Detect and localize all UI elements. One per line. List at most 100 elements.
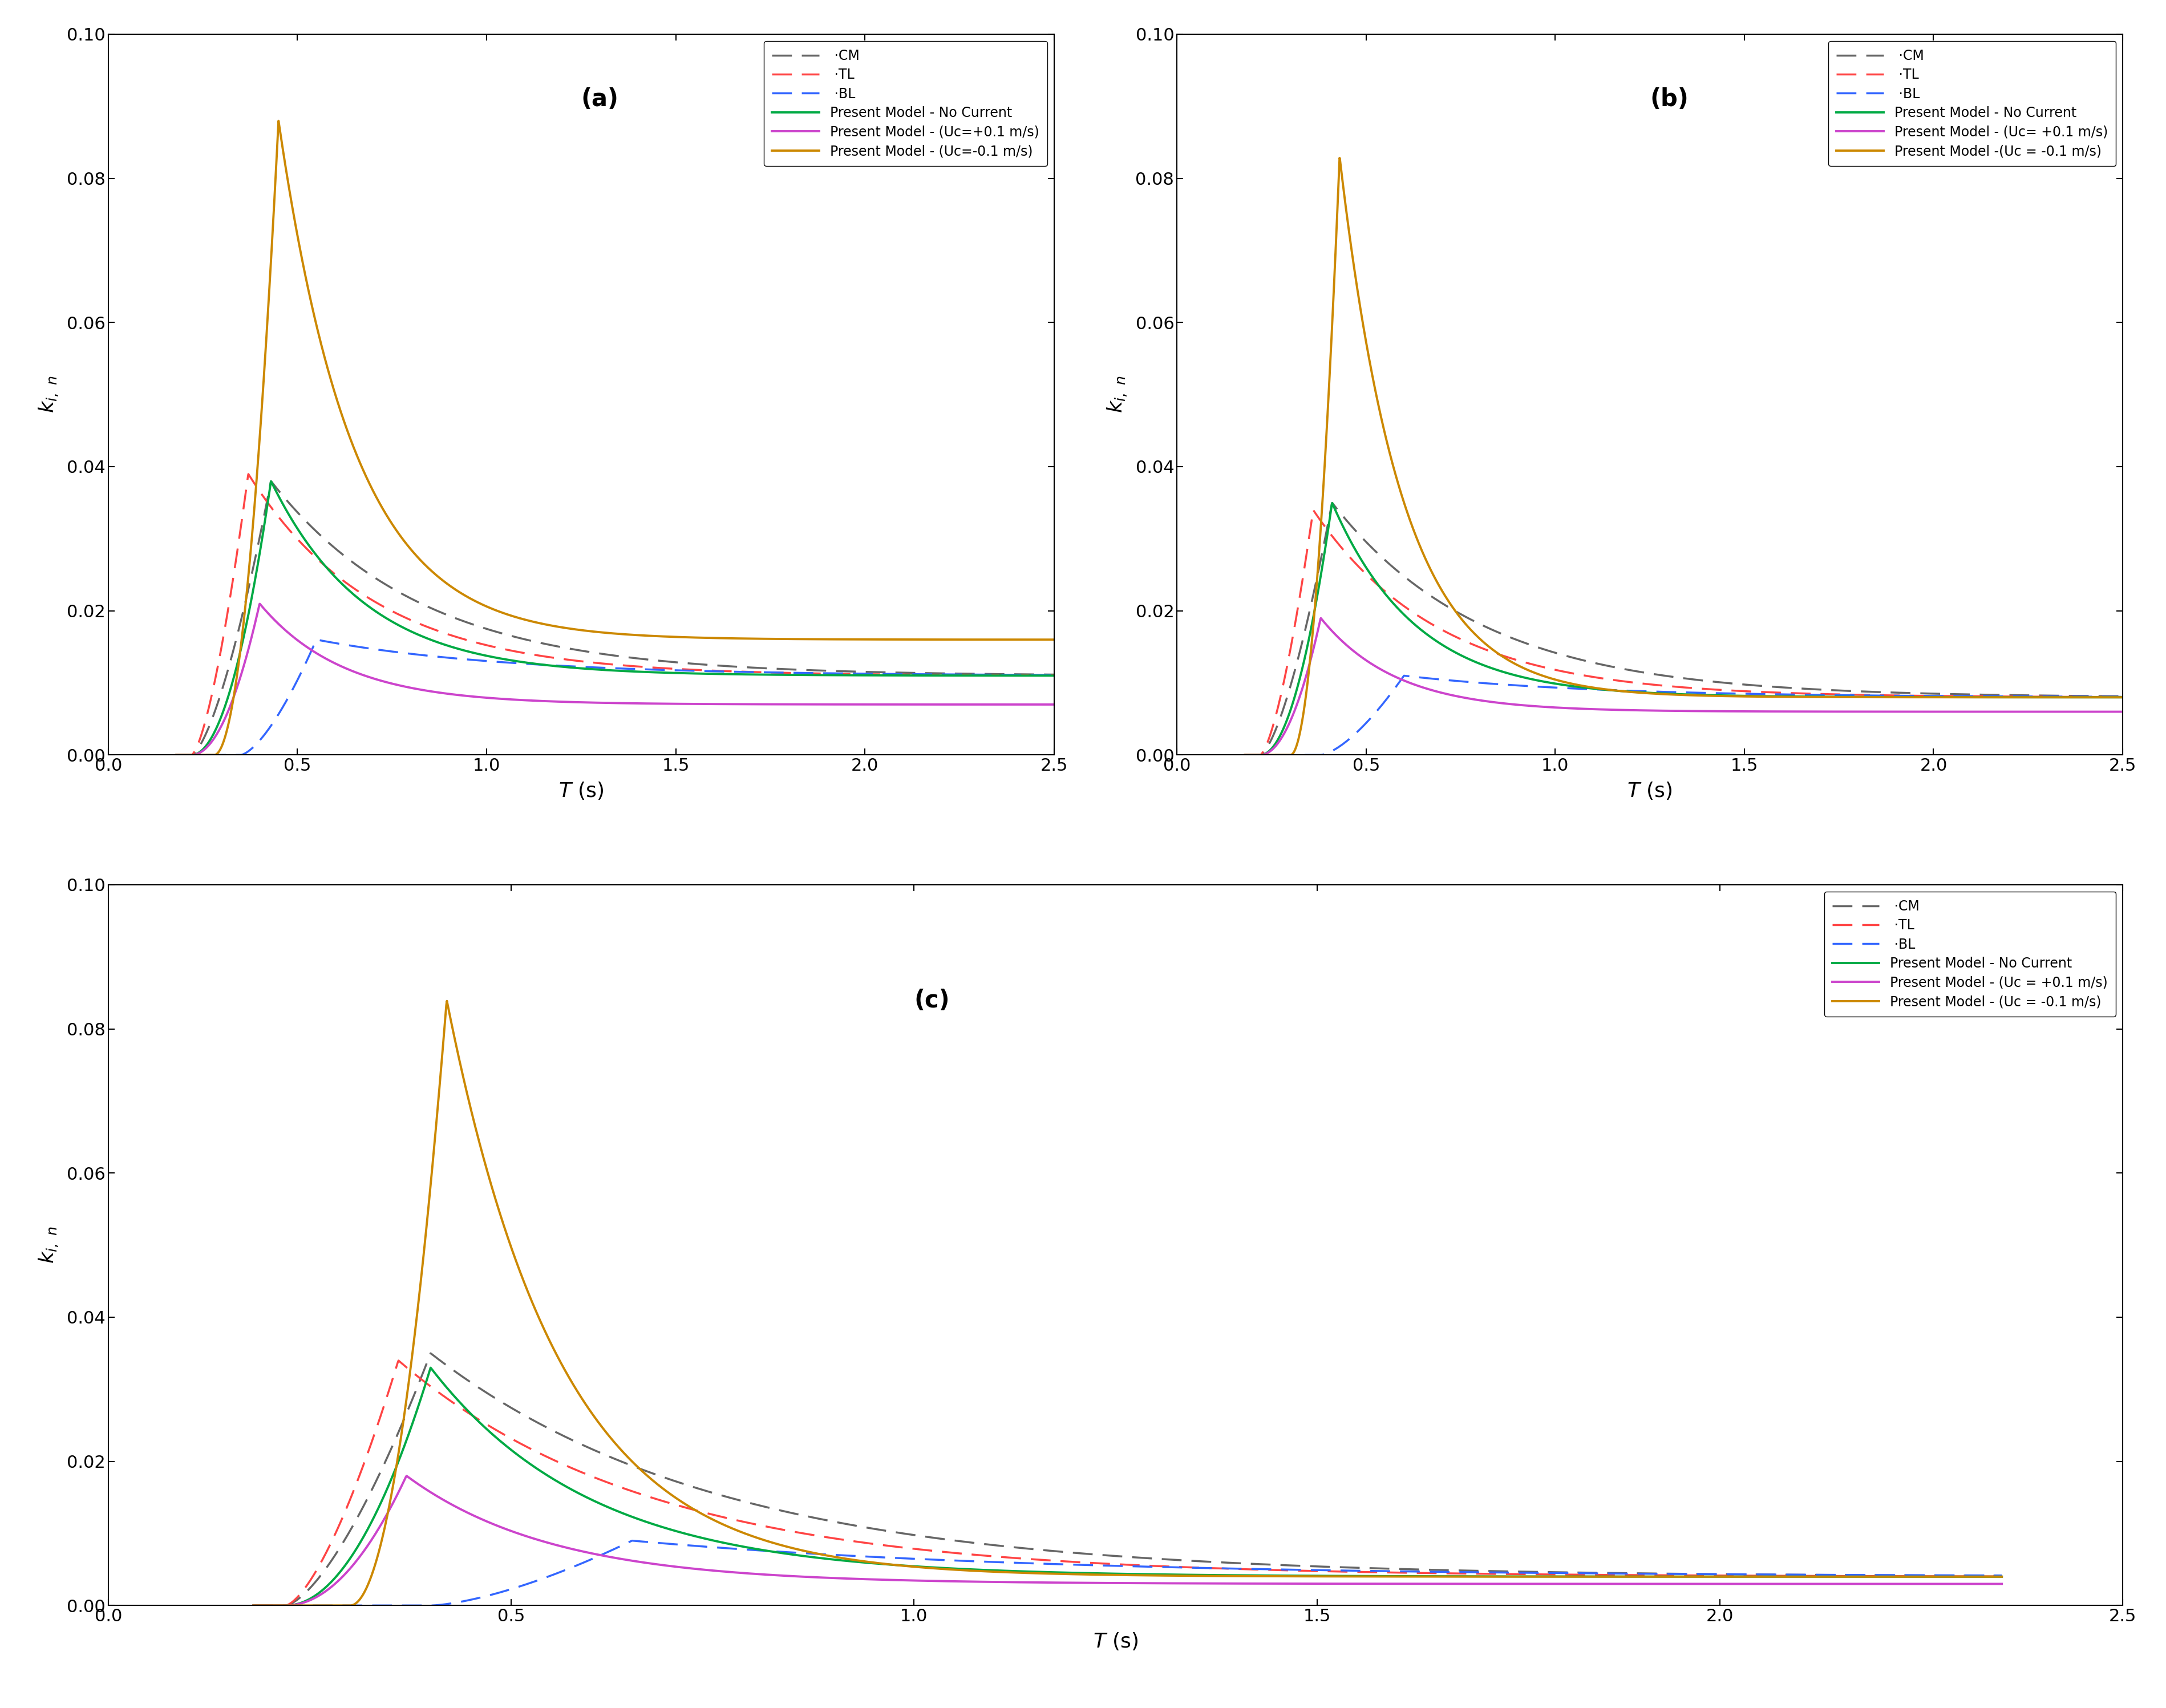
X-axis label: $T$ (s): $T$ (s) bbox=[559, 781, 604, 801]
Present Model -(Uc = -0.1 m/s) bbox=[1568, 675, 1594, 695]
 ·CM bbox=[2110, 687, 2136, 707]
 ·TL bbox=[544, 1452, 570, 1472]
Present Model - (Uc = -0.1 m/s) bbox=[240, 1595, 266, 1616]
Present Model - (Uc = +0.1 m/s) bbox=[1956, 1573, 1982, 1594]
 ·TL bbox=[316, 559, 342, 579]
 ·TL bbox=[1607, 671, 1633, 692]
Present Model - No Current bbox=[1042, 666, 1068, 687]
Present Model - No Current bbox=[500, 651, 526, 671]
Present Model - (Uc=+0.1 m/s) bbox=[316, 651, 342, 671]
Present Model - (Uc = -0.1 m/s) bbox=[1767, 1566, 1793, 1587]
 ·BL bbox=[440, 1594, 466, 1614]
Present Model - No Current bbox=[1956, 1566, 1982, 1587]
 ·BL bbox=[1025, 664, 1051, 685]
 ·CM bbox=[1988, 1566, 2014, 1587]
 ·CM bbox=[258, 471, 284, 492]
 ·BL bbox=[1232, 745, 1258, 765]
 ·BL bbox=[1988, 1565, 2014, 1585]
Present Model -(Uc = -0.1 m/s) bbox=[2092, 687, 2118, 707]
 ·BL bbox=[1391, 666, 1417, 687]
 ·BL bbox=[1999, 687, 2025, 707]
 ·BL bbox=[316, 632, 342, 652]
Present Model - No Current bbox=[1025, 666, 1051, 687]
Present Model - (Uc = +0.1 m/s) bbox=[544, 1535, 570, 1556]
Present Model - (Uc= +0.1 m/s) bbox=[1999, 702, 2025, 722]
Present Model - No Current bbox=[539, 656, 565, 676]
Line:  ·CM: ·CM bbox=[1245, 502, 2123, 755]
Line:  ·TL: ·TL bbox=[175, 475, 1055, 755]
X-axis label: $T$ (s): $T$ (s) bbox=[1094, 1631, 1137, 1652]
Present Model - (Uc= +0.1 m/s) bbox=[1332, 634, 1358, 654]
 ·BL bbox=[912, 1549, 938, 1570]
Present Model - (Uc= +0.1 m/s) bbox=[2092, 702, 2118, 722]
Line:  ·BL: ·BL bbox=[1245, 676, 2123, 755]
 ·BL bbox=[2092, 687, 2118, 707]
Present Model - (Uc = -0.1 m/s) bbox=[544, 1346, 570, 1366]
 ·TL bbox=[236, 465, 262, 485]
Text: (c): (c) bbox=[914, 989, 949, 1013]
 ·TL bbox=[988, 1547, 1014, 1568]
 ·TL bbox=[440, 1392, 466, 1413]
Present Model - No Current bbox=[316, 560, 342, 581]
Present Model - (Uc=-0.1 m/s) bbox=[266, 111, 292, 132]
 ·BL bbox=[500, 652, 526, 673]
Present Model - (Uc= +0.1 m/s) bbox=[1607, 700, 1633, 721]
Present Model - (Uc = -0.1 m/s) bbox=[1956, 1566, 1982, 1587]
 ·TL bbox=[1300, 500, 1326, 521]
Present Model - (Uc = +0.1 m/s) bbox=[988, 1571, 1014, 1592]
 ·CM bbox=[1607, 658, 1633, 678]
Present Model - (Uc = +0.1 m/s) bbox=[912, 1570, 938, 1590]
 ·CM bbox=[1042, 664, 1068, 685]
Present Model - (Uc = +0.1 m/s) bbox=[1988, 1573, 2014, 1594]
 ·TL bbox=[1384, 591, 1410, 611]
Present Model -(Uc = -0.1 m/s) bbox=[1384, 471, 1410, 492]
Present Model - (Uc=+0.1 m/s) bbox=[264, 611, 290, 632]
Present Model - No Current bbox=[258, 471, 284, 492]
Line: Present Model - (Uc=+0.1 m/s): Present Model - (Uc=+0.1 m/s) bbox=[175, 605, 1055, 755]
 ·BL bbox=[539, 656, 565, 676]
Present Model - (Uc = -0.1 m/s) bbox=[1988, 1566, 2014, 1587]
Present Model -(Uc = -0.1 m/s) bbox=[1326, 147, 1352, 167]
Line: Present Model - (Uc=-0.1 m/s): Present Model - (Uc=-0.1 m/s) bbox=[175, 121, 1055, 755]
Line:  ·CM: ·CM bbox=[253, 1353, 2001, 1606]
 ·BL bbox=[544, 1563, 570, 1583]
 ·BL bbox=[1042, 664, 1068, 685]
 ·TL bbox=[1988, 1566, 2014, 1587]
 ·CM bbox=[929, 663, 955, 683]
 ·CM bbox=[1332, 509, 1358, 529]
Line: Present Model - No Current: Present Model - No Current bbox=[253, 1368, 2001, 1606]
 ·TL bbox=[386, 1351, 412, 1372]
Present Model - No Current bbox=[912, 1556, 938, 1576]
Line:  ·CM: ·CM bbox=[175, 482, 1055, 755]
 ·CM bbox=[2092, 687, 2118, 707]
Line:  ·BL: ·BL bbox=[175, 640, 1055, 755]
 ·CM bbox=[1568, 649, 1594, 670]
Text: (b): (b) bbox=[1650, 87, 1689, 111]
Legend:  ·CM,  ·TL,  ·BL, Present Model - No Current, Present Model - (Uc = +0.1 m/s), P: ·CM, ·TL, ·BL, Present Model - No Curren… bbox=[1824, 892, 2116, 1016]
 ·TL bbox=[1767, 1566, 1793, 1587]
Present Model - (Uc=+0.1 m/s) bbox=[500, 690, 526, 711]
Line: Present Model - No Current: Present Model - No Current bbox=[175, 482, 1055, 755]
 ·BL bbox=[1384, 675, 1410, 695]
Present Model - (Uc=+0.1 m/s) bbox=[247, 594, 273, 615]
 ·TL bbox=[1332, 541, 1358, 562]
Y-axis label: $k_{i,\ n}$: $k_{i,\ n}$ bbox=[37, 1226, 61, 1264]
Present Model - (Uc=-0.1 m/s) bbox=[162, 745, 188, 765]
Present Model - No Current bbox=[1332, 521, 1358, 541]
 ·CM bbox=[264, 478, 290, 499]
Line: Present Model - (Uc = -0.1 m/s): Present Model - (Uc = -0.1 m/s) bbox=[253, 1001, 2001, 1606]
 ·TL bbox=[162, 745, 188, 765]
Present Model - No Current bbox=[1988, 1566, 2014, 1587]
Present Model - (Uc= +0.1 m/s) bbox=[1308, 608, 1334, 629]
 ·TL bbox=[1232, 745, 1258, 765]
 ·BL bbox=[264, 707, 290, 728]
 ·CM bbox=[1384, 560, 1410, 581]
 ·TL bbox=[2110, 687, 2136, 707]
 ·CM bbox=[440, 1360, 466, 1380]
 ·BL bbox=[988, 1553, 1014, 1573]
 ·BL bbox=[929, 664, 955, 685]
Present Model - (Uc=-0.1 m/s) bbox=[929, 629, 955, 649]
Present Model - (Uc= +0.1 m/s) bbox=[1568, 699, 1594, 719]
 ·CM bbox=[240, 1595, 266, 1616]
 ·CM bbox=[316, 533, 342, 553]
